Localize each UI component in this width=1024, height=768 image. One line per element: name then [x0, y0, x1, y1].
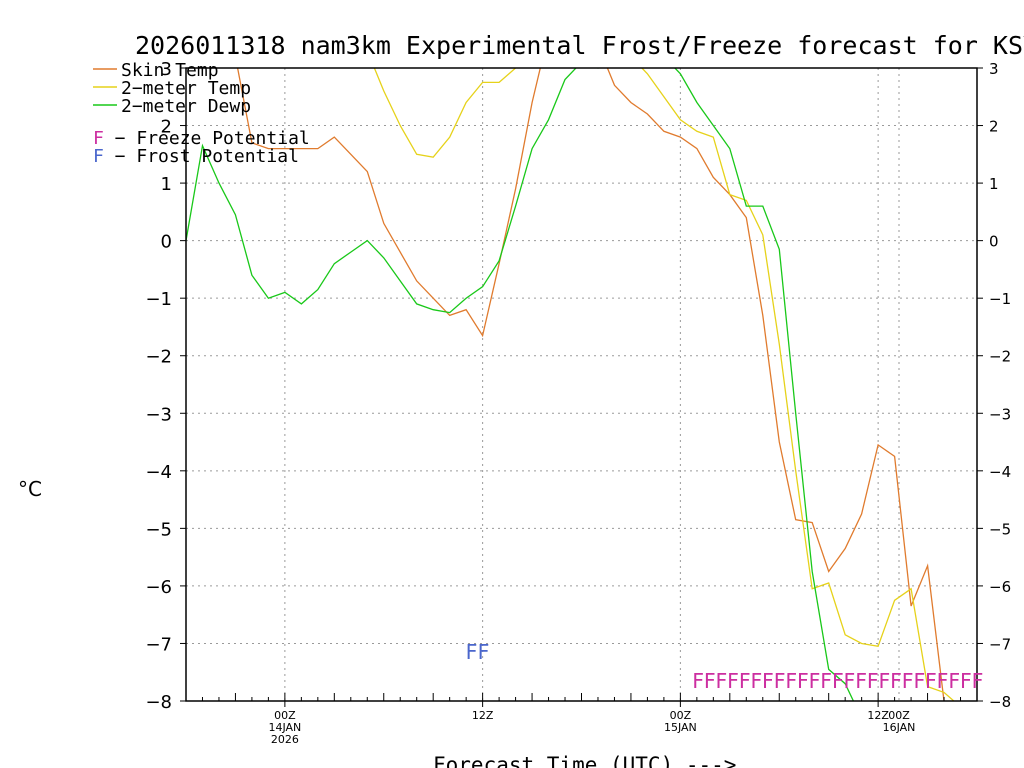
legend-frost: F − Frost Potential	[93, 146, 299, 167]
freeze-potential-marker: F	[890, 669, 902, 693]
freeze-potential-marker: F	[878, 669, 890, 693]
left-y-axis: −8 −7 −6 −5 −4 −3 −2 −1 0 1 2 3	[145, 59, 186, 713]
freeze-potential-marker: F	[867, 669, 879, 693]
y-tick-label-right: −6	[989, 578, 1011, 596]
freeze-potential-marker: F	[797, 669, 809, 693]
legend-frost-glyph: F	[93, 146, 104, 167]
chart-title: 2026011318 nam3km Experimental Frost/Fre…	[135, 31, 1024, 60]
x-axis-label: Forecast Time (UTC) --->	[433, 753, 736, 768]
freeze-potential-marker: F	[704, 669, 716, 693]
freeze-potential-marker: F	[925, 669, 937, 693]
y-tick-label-right: 2	[989, 118, 999, 136]
x-tick-year: 2026	[271, 733, 299, 746]
y-tick-label-right: −2	[989, 348, 1011, 366]
y-tick-label-left: −1	[145, 289, 172, 310]
x-tick-label: 12Z	[472, 709, 494, 722]
legend-label: 2−meter Dewp	[121, 96, 251, 117]
freeze-potential-marker: F	[774, 669, 786, 693]
legend-frost-label: − Frost Potential	[104, 146, 299, 167]
freeze-potential-marker: F	[750, 669, 762, 693]
freeze-potential-marker: F	[808, 669, 820, 693]
y-tick-label-right: −8	[989, 693, 1011, 711]
legend-label: Skin Temp	[121, 60, 219, 81]
freeze-potential-marker: F	[785, 669, 797, 693]
y-axis-label: °C	[18, 477, 42, 501]
x-tick-date: 16JAN	[883, 721, 916, 734]
freeze-potential-marker: F	[971, 669, 983, 693]
legend-freeze-label: − Freeze Potential	[104, 128, 310, 149]
freeze-potential-marker: F	[855, 669, 867, 693]
freeze-potential-marker: F	[692, 669, 704, 693]
freeze-potential-marker: F	[820, 669, 832, 693]
plot-frame	[185, 67, 978, 702]
y-tick-label-right: 1	[989, 175, 999, 193]
y-tick-label-right: −5	[989, 520, 1011, 538]
series-line-2-meter-dewp	[186, 68, 855, 701]
right-y-axis: −8 −7 −6 −5 −4 −3 −2 −1 0 1 2 3	[977, 60, 1011, 711]
legend-freeze-glyph: F	[93, 128, 104, 149]
series-line-skin-temp	[236, 68, 945, 701]
y-tick-label-left: −2	[145, 347, 172, 368]
freeze-potential-marker: F	[843, 669, 855, 693]
x-tick-label: 12Z	[867, 709, 889, 722]
x-tick-date: 14JAN	[268, 721, 301, 734]
freeze-potential-marker: F	[762, 669, 774, 693]
freeze-potential-marker: F	[960, 669, 972, 693]
y-tick-label-right: −1	[989, 290, 1011, 308]
y-tick-label-right: −3	[989, 405, 1011, 423]
y-tick-label-left: −5	[145, 519, 172, 540]
y-tick-label-left: 0	[161, 232, 172, 253]
freeze-potential-marker: F	[727, 669, 739, 693]
y-tick-label-left: −6	[145, 577, 172, 598]
y-tick-label-right: 3	[989, 60, 999, 78]
frost-potential-marker: FF	[465, 640, 489, 664]
y-tick-label-left: −4	[145, 462, 172, 483]
y-tick-label-left: 1	[161, 174, 172, 195]
freeze-potential-marker: F	[913, 669, 925, 693]
y-tick-label-left: 2	[161, 117, 172, 138]
legend-freeze: F − Freeze Potential	[93, 128, 310, 149]
y-tick-label-left: −7	[145, 634, 172, 655]
x-tick-label: 00Z	[274, 709, 296, 722]
y-tick-label-left: 3	[161, 59, 172, 80]
freeze-potential-marker: F	[832, 669, 844, 693]
y-tick-label-right: −7	[989, 635, 1011, 653]
x-tick-label: 00Z	[888, 709, 910, 722]
freeze-potential-marker: F	[936, 669, 948, 693]
potential-markers: FFF F F F F F F F F F F F F F F F F F F F F F F F F	[465, 640, 983, 693]
x-tick-label: 00Z	[670, 709, 692, 722]
freeze-potential-marker: F	[739, 669, 751, 693]
legend-label: 2−meter Temp	[121, 78, 251, 99]
grid	[186, 68, 977, 701]
y-tick-label-right: 0	[989, 233, 999, 251]
series-line-2-meter-temp	[373, 68, 955, 701]
freeze-potential-marker: F	[715, 669, 727, 693]
x-tick-date: 15JAN	[664, 721, 697, 734]
y-tick-label-left: −3	[145, 404, 172, 425]
y-tick-label-right: −4	[989, 463, 1011, 481]
series-layer	[186, 68, 955, 701]
freeze-potential-marker: F	[948, 669, 960, 693]
freeze-potential-marker: F	[902, 669, 914, 693]
y-tick-label-left: −8	[145, 692, 172, 713]
